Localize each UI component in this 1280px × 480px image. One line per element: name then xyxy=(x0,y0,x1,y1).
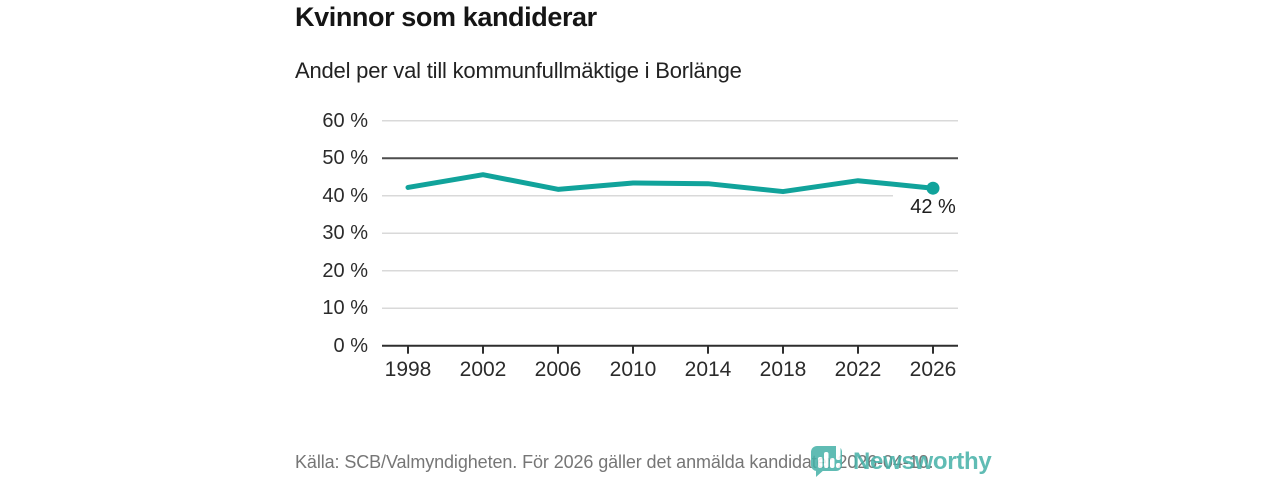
y-axis-tick-label: 60 % xyxy=(322,109,368,132)
y-axis-tick-label: 10 % xyxy=(322,297,368,320)
end-point-marker xyxy=(926,181,940,195)
chart-subtitle: Andel per val till kommunfullmäktige i B… xyxy=(295,58,742,83)
newsworthy-logo-text: Newsworthy xyxy=(853,448,992,475)
x-axis-tick-label: 2002 xyxy=(459,358,507,381)
x-axis-tick-label: 2026 xyxy=(909,358,957,381)
x-axis-tick-label: 2022 xyxy=(834,358,882,381)
newsworthy-bubble-chart-icon xyxy=(811,443,842,477)
y-axis-tick-label: 50 % xyxy=(322,147,368,170)
y-axis-tick-label: 20 % xyxy=(322,259,368,282)
chart-title: Kvinnor som kandiderar xyxy=(295,2,597,32)
newsworthy-logo[interactable]: Newsworthy xyxy=(810,441,992,479)
y-axis-tick-label: 40 % xyxy=(322,184,368,207)
x-axis-tick-label: 2010 xyxy=(609,358,657,381)
line-chart-canvas xyxy=(382,119,958,354)
end-value-label: 42 % xyxy=(893,195,973,219)
x-axis-tick-label: 2018 xyxy=(759,358,807,381)
data-line-andel-kvinnor xyxy=(405,172,936,195)
x-axis-tick-label: 2006 xyxy=(534,358,582,381)
x-axis-tick-label: 1998 xyxy=(384,358,432,381)
x-axis-tick-label: 2014 xyxy=(684,358,732,381)
source-note: Källa: SCB/Valmyndigheten. För 2026 gäll… xyxy=(295,452,934,472)
line-chart-plot-area: 42 % 0 % 10 % 20 % 30 % 40 % 50 % 60 % 1998 2002… xyxy=(280,100,1000,400)
y-axis-tick-label: 30 % xyxy=(322,222,368,245)
y-axis-tick-label: 0 % xyxy=(333,334,368,357)
